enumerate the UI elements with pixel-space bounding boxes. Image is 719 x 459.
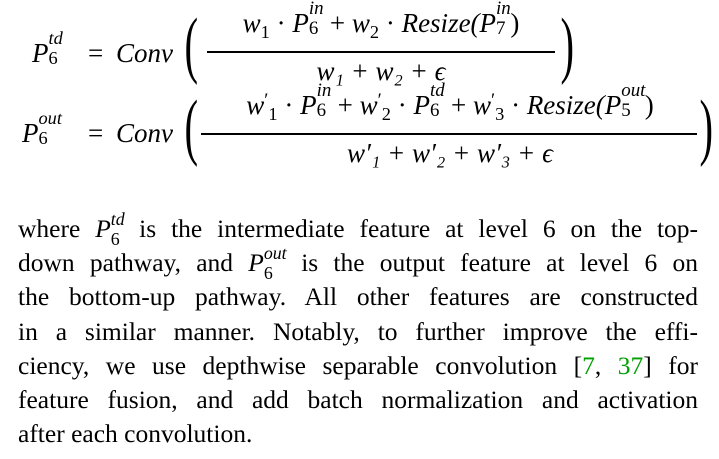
eq2-right-paren: ) bbox=[699, 86, 714, 168]
eq1-lhs-subscript: 6 bbox=[48, 48, 58, 69]
eq1-equals: = bbox=[88, 38, 104, 68]
body-paragraph: where Ptdtd6 is the intermediate feature… bbox=[18, 209, 699, 451]
eq2-lhs: Poutout6 bbox=[22, 108, 62, 149]
paragraph-line-3: the bottom-up pathway. All other feature… bbox=[18, 282, 698, 312]
eq1-fraction-bar bbox=[207, 51, 555, 53]
citation-link-7[interactable]: 7 bbox=[582, 350, 595, 380]
eq1-func: Conv bbox=[115, 38, 173, 68]
eq2-rel: = Conv bbox=[88, 118, 173, 149]
eq2-fraction-bar bbox=[201, 133, 697, 135]
eq2-lhs-subscript: 6 bbox=[38, 128, 48, 149]
eq2-func: Conv bbox=[115, 118, 173, 148]
eq1-lhs: Ptdtd6 bbox=[32, 28, 63, 69]
paragraph-line-4: in a similar manner. Notably, to further… bbox=[18, 316, 698, 346]
paragraph-line-2: down pathway, and Poutout6 is the output… bbox=[18, 243, 699, 283]
inline-math-p6-out: Poutout6 bbox=[248, 243, 287, 283]
paragraph-line-6: feature fusion, and add batch normalizat… bbox=[18, 384, 698, 414]
eq2-equals: = bbox=[88, 118, 104, 148]
eq1-rel: = Conv bbox=[88, 38, 173, 69]
eq1-left-paren: ( bbox=[184, 4, 199, 86]
eq2-denominator: w′₁ + w′₂ + w′₃ + ϵ bbox=[347, 138, 553, 168]
eq1-lhs-symbol: P bbox=[32, 38, 49, 68]
paragraph-line-5: ciency, we use depthwise separable convo… bbox=[18, 350, 698, 380]
eq1-denominator: w₁ + w₂ + ϵ bbox=[316, 56, 446, 86]
equation-p6-out: Poutout6 = Conv ( w′1 · Pinin6 + w′2 · P… bbox=[0, 79, 719, 200]
equation-p6-td: Ptdtd6 = Conv ( w1 · Pinin6 + w2 · Resiz… bbox=[0, 0, 719, 110]
paragraph-line-1: where Ptdtd6 is the intermediate feature… bbox=[18, 209, 699, 249]
eq2-numerator: w′1 · Pinin6 + w′2 · Ptdtd6 + w′3 · Resi… bbox=[246, 79, 654, 125]
paragraph-line-7: after each convolution. bbox=[18, 419, 253, 449]
inline-math-p6-td: Ptdtd6 bbox=[95, 209, 125, 249]
citation-link-37[interactable]: 37 bbox=[617, 350, 644, 380]
eq2-lhs-superscript: out bbox=[38, 107, 62, 128]
eq1-right-paren: ) bbox=[560, 4, 575, 86]
eq1-numerator: w1 · Pinin6 + w2 · Resize(Pinin7) bbox=[242, 0, 520, 43]
eq2-left-paren: ( bbox=[184, 86, 199, 168]
eq1-lhs-superscript: td bbox=[48, 27, 63, 48]
eq2-lhs-symbol: P bbox=[22, 118, 39, 148]
